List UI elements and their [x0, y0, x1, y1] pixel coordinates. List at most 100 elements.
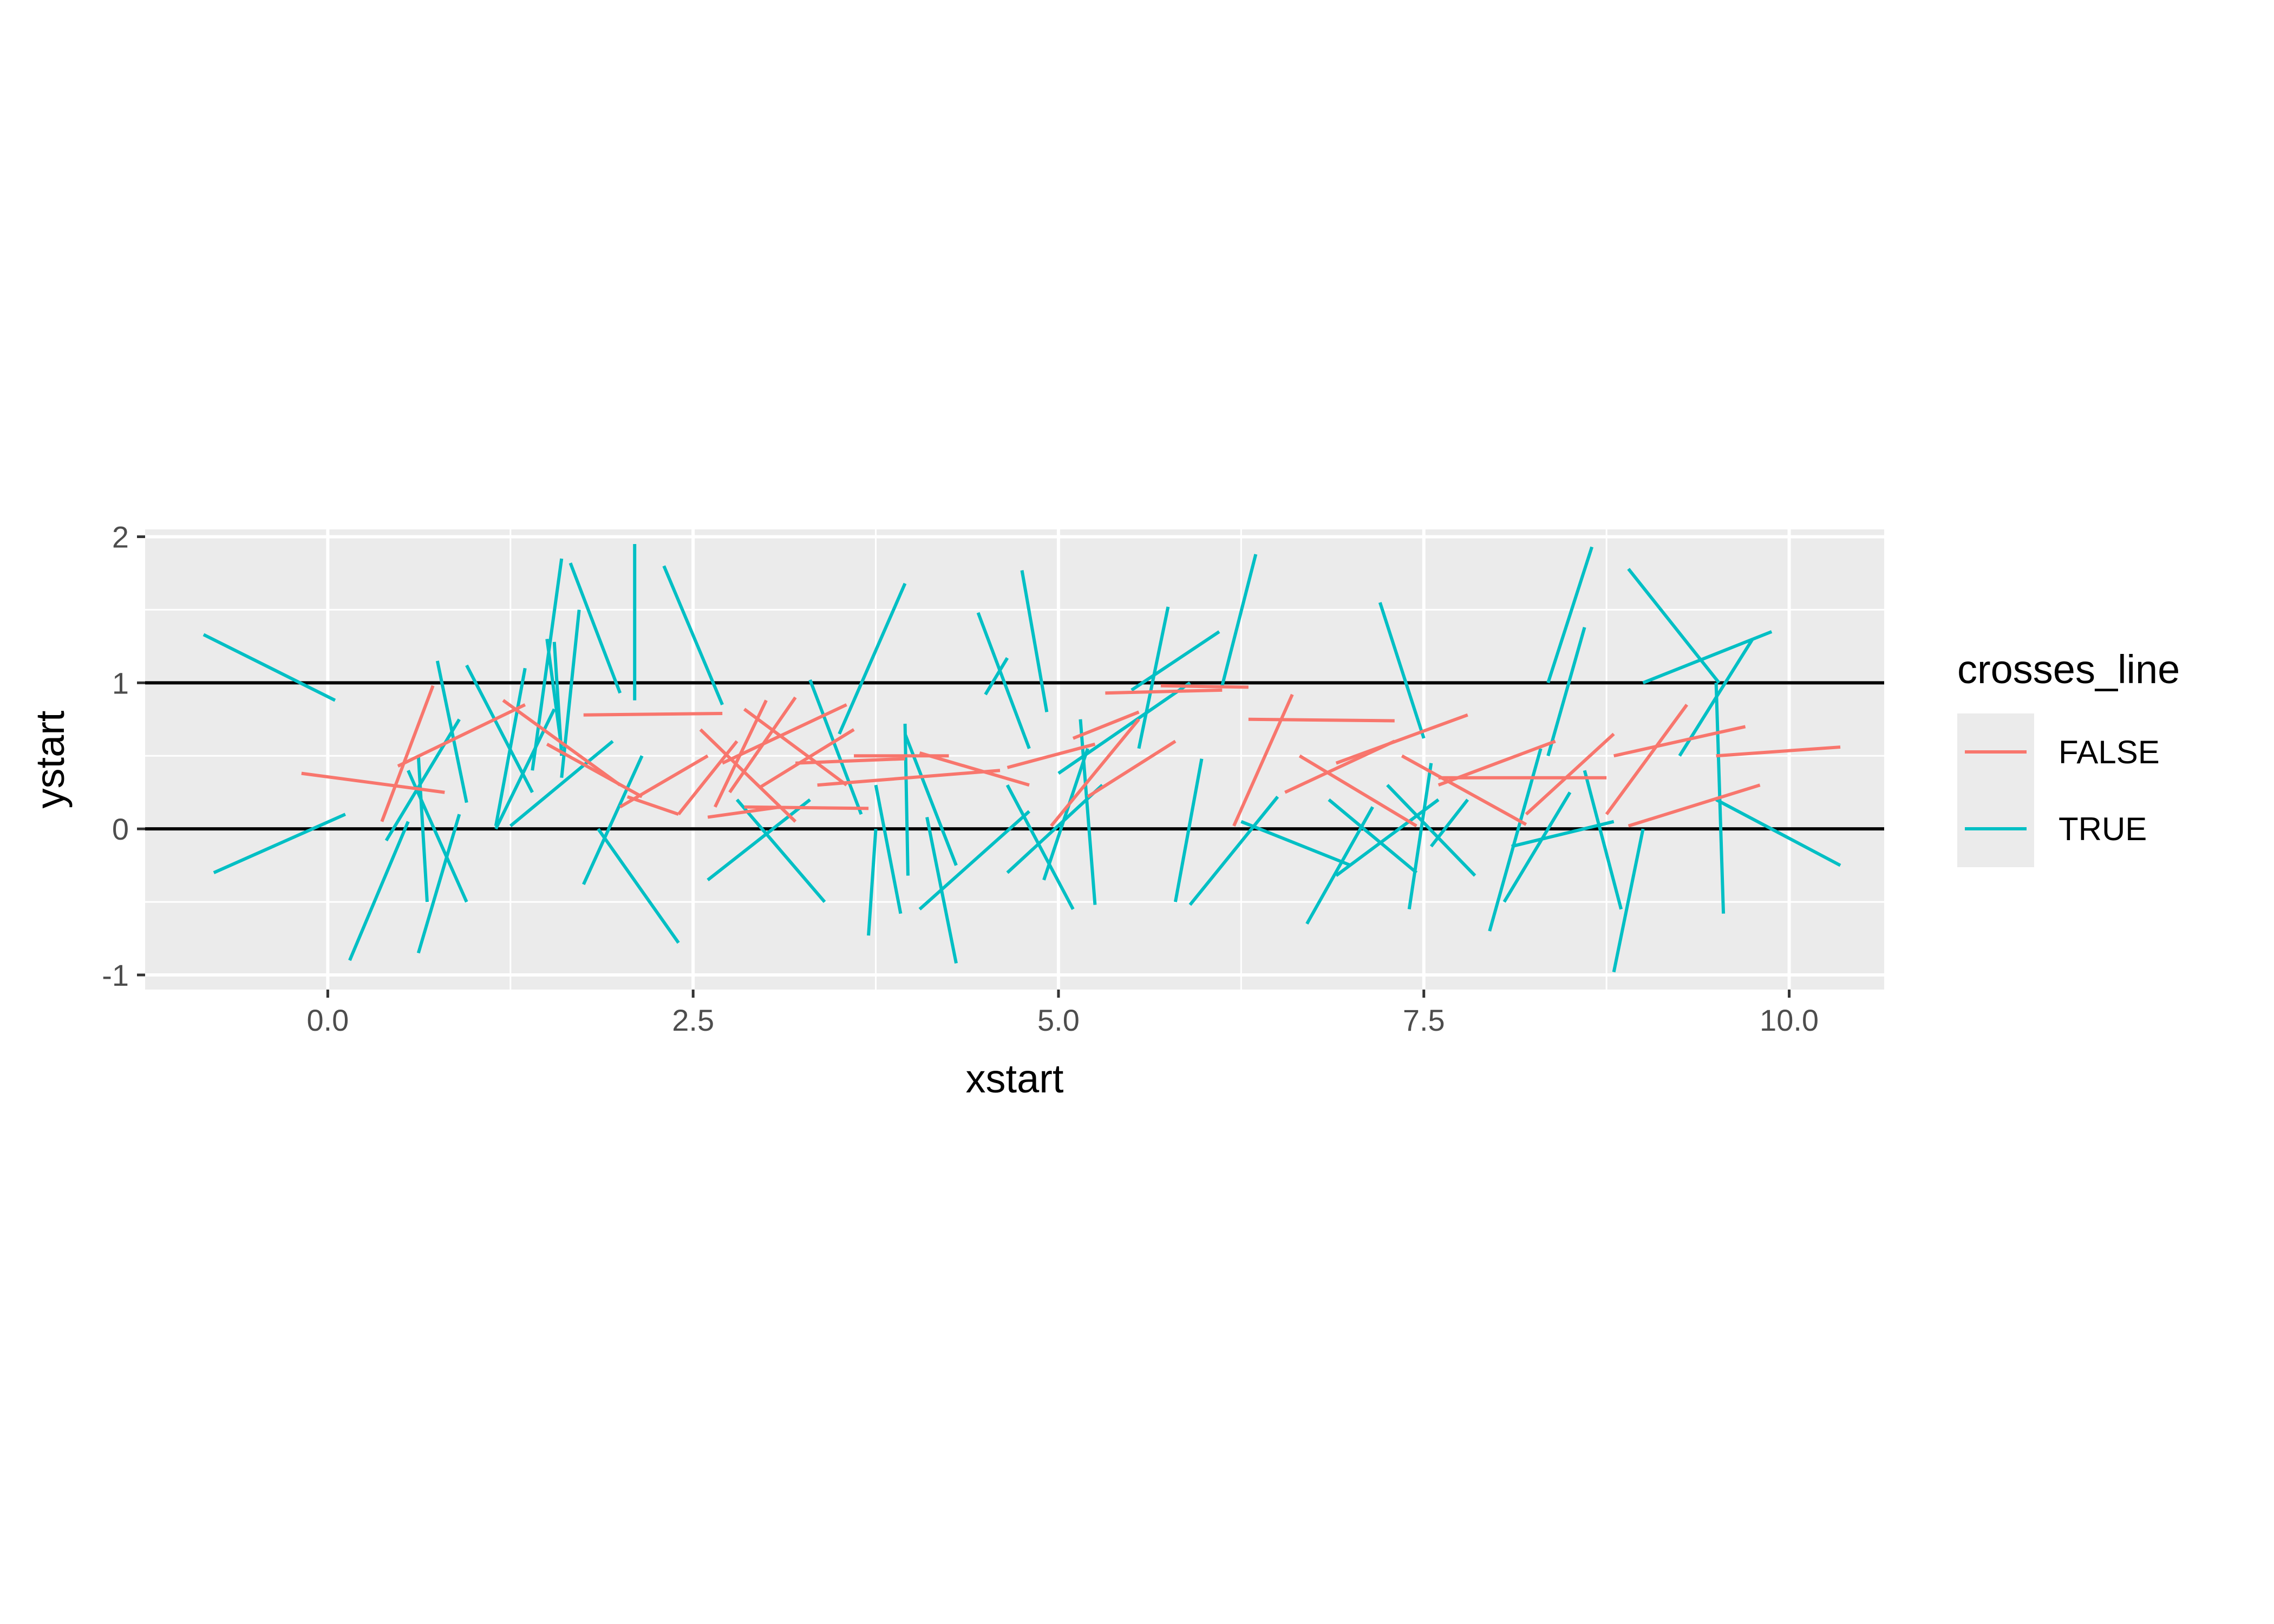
- segment-true: [384, 718, 461, 842]
- segment-false: [758, 728, 855, 790]
- y-axis-title: ystart: [28, 710, 73, 808]
- segment-true: [707, 798, 811, 881]
- segment-true: [465, 664, 534, 794]
- segment-false: [1248, 717, 1395, 723]
- segment-true: [1131, 630, 1220, 692]
- segment-false: [1087, 739, 1177, 798]
- segment-false: [626, 795, 679, 816]
- segment-true: [407, 770, 468, 903]
- segment-true: [416, 756, 429, 902]
- segment-false: [817, 769, 1001, 787]
- segment-true: [1020, 570, 1049, 712]
- segment-true: [348, 821, 410, 961]
- segment-true: [1407, 763, 1433, 910]
- legend-label-true: TRUE: [2059, 811, 2147, 847]
- segment-true: [582, 755, 644, 885]
- segment-false: [795, 757, 905, 765]
- segment-true: [1057, 681, 1191, 775]
- segment-false: [583, 712, 723, 717]
- segment-true: [1188, 795, 1279, 906]
- x-tick-label: 2.5: [672, 1003, 714, 1037]
- segment-true: [213, 813, 347, 874]
- segment-true: [509, 739, 614, 828]
- segment-true: [1378, 601, 1426, 739]
- segment-true: [568, 562, 622, 694]
- segment-true: [808, 679, 863, 815]
- segment-true: [1583, 770, 1623, 910]
- segment-true: [1386, 784, 1476, 877]
- segment-false: [1050, 718, 1140, 827]
- segment-true: [416, 814, 461, 954]
- segment-true: [1173, 758, 1204, 902]
- segment-true: [976, 612, 1031, 749]
- segment-true: [903, 723, 910, 876]
- segment-true: [925, 816, 958, 964]
- x-tick-label: 7.5: [1403, 1003, 1445, 1037]
- segment-false: [1716, 745, 1841, 758]
- legend-title: crosses_line: [1957, 647, 2180, 692]
- legend-label-false: FALSE: [2059, 734, 2160, 770]
- segment-true: [435, 660, 468, 803]
- segment-false: [301, 771, 445, 794]
- segment-true: [918, 810, 1030, 911]
- segment-true: [597, 828, 680, 944]
- segment-true: [1627, 567, 1721, 684]
- segment-false: [1298, 754, 1417, 828]
- x-axis-title: xstart: [966, 1056, 1064, 1101]
- segment-true: [494, 667, 527, 827]
- segment-false: [1072, 710, 1140, 740]
- segment-true: [1612, 828, 1645, 973]
- segment-true: [1220, 554, 1258, 686]
- segment-false: [721, 703, 847, 765]
- legend: crosses_line FALSE TRUE: [1957, 647, 2180, 867]
- x-tick-label: 0.0: [306, 1003, 349, 1037]
- segment-false: [1605, 704, 1689, 815]
- segment-true: [1502, 791, 1572, 903]
- segment-true: [202, 633, 336, 702]
- y-tick-label: 2: [112, 520, 129, 554]
- y-tick-label: 1: [112, 666, 129, 700]
- segment-false: [1628, 783, 1761, 828]
- segment-true: [1429, 798, 1469, 848]
- segment-false: [744, 805, 869, 810]
- segment-true: [1546, 546, 1594, 684]
- segment-true: [735, 798, 826, 903]
- segment-true: [838, 582, 907, 735]
- segment-true: [1546, 626, 1586, 757]
- segment-false: [380, 685, 435, 822]
- segment-true: [1511, 820, 1615, 848]
- segment-false: [1105, 688, 1223, 695]
- segment-false: [1401, 754, 1527, 826]
- y-tick-label: -1: [102, 958, 129, 992]
- segment-false: [743, 708, 848, 787]
- segment-false: [1007, 742, 1096, 769]
- x-axis: 0.0 2.5 5.0 7.5 10.0: [306, 990, 1819, 1037]
- segment-true: [1335, 798, 1440, 877]
- segment-false: [919, 751, 1030, 787]
- segment-false: [502, 699, 621, 787]
- segment-true: [552, 641, 564, 756]
- segment-true: [531, 558, 564, 771]
- segment-true: [874, 784, 903, 914]
- segment-false: [1525, 732, 1615, 816]
- segment-false: [546, 743, 643, 798]
- segment-true: [1079, 719, 1097, 905]
- segment-false: [1613, 725, 1746, 758]
- x-tick-label: 10.0: [1760, 1003, 1819, 1037]
- segment-true: [867, 828, 878, 936]
- segment-false: [397, 703, 526, 768]
- segment-true: [1328, 798, 1418, 874]
- segment-true: [1240, 820, 1351, 867]
- segment-true: [560, 610, 581, 778]
- x-tick-label: 5.0: [1037, 1003, 1080, 1037]
- segment-false: [1232, 693, 1294, 827]
- segment-false: [1335, 713, 1468, 765]
- segments: [202, 543, 1841, 973]
- segment-true: [1137, 606, 1170, 749]
- segment-false: [1160, 684, 1249, 689]
- segment-true: [662, 565, 724, 705]
- y-axis: -1 0 1 2: [102, 520, 145, 992]
- segment-true: [984, 657, 1009, 696]
- segment-true: [1715, 798, 1841, 867]
